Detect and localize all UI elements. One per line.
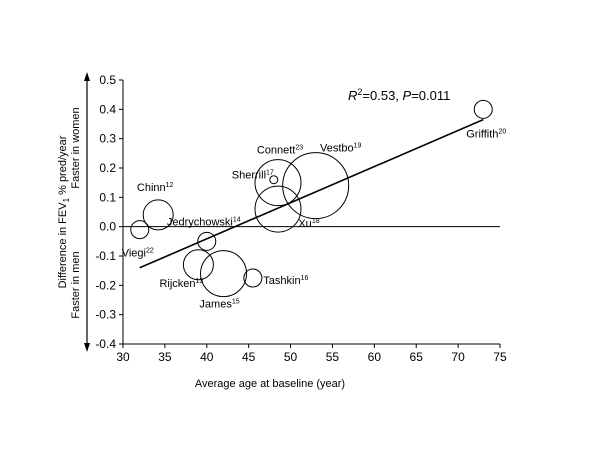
y-axis-title-top: Faster in women (70, 107, 82, 188)
label-griffith: Griffith20 (466, 128, 506, 140)
y-axis-title-bottom: Faster in men (70, 251, 82, 318)
x-tick-label: 35 (158, 350, 172, 364)
x-tick-label: 50 (284, 350, 298, 364)
bubble-tashkin (243, 268, 263, 288)
bubble-griffith (473, 99, 493, 119)
x-tick-label: 30 (116, 350, 130, 364)
x-tick-label: 60 (368, 350, 382, 364)
label-chinn: Chinn12 (137, 182, 174, 194)
y-axis-title-main: Difference in FEV1 % pred/year (57, 135, 71, 288)
y-tick-label: 0.5 (99, 73, 116, 87)
x-tick-label: 65 (410, 350, 424, 364)
bubble-viegi (130, 220, 150, 240)
bubble-connett (254, 159, 302, 207)
y-tick-label: -0.3 (95, 308, 116, 322)
y-tick-label: -0.4 (95, 337, 116, 351)
label-rijcken: Rijcken13 (159, 278, 203, 290)
bubble-sherrill (269, 175, 279, 185)
label-xu: Xu18 (298, 218, 319, 230)
label-connett: Connett23 (257, 145, 303, 157)
y-tick-label: 0.4 (99, 102, 116, 116)
y-tick-label: 0.2 (99, 161, 116, 175)
x-axis-title: Average age at baseline (year) (195, 378, 345, 390)
label-vestbo: Vestbo19 (320, 143, 362, 155)
x-tick-label: 75 (493, 350, 507, 364)
direction-arrow (84, 72, 90, 352)
axes: -0.4 -0.3 -0.2 -0.1 0.0 0.1 0.2 0.3 0.4 0.5 30 35 40… (95, 73, 507, 364)
label-tashkin: Tashkin16 (263, 275, 308, 287)
regression-line (139, 118, 484, 269)
bubble-rijcken (182, 249, 214, 281)
bubble-xu (254, 185, 302, 233)
x-tick-label: 70 (451, 350, 465, 364)
bubble-jedrychowski (197, 231, 217, 251)
label-layer: Viegi22 Chinn12 Jedrychowski14 Rijcken13 Jam… (122, 128, 507, 310)
x-tick-label: 40 (200, 350, 214, 364)
y-tick-label: -0.1 (95, 249, 116, 263)
y-tick-label: -0.2 (95, 278, 116, 292)
label-viegi: Viegi22 (122, 248, 154, 260)
x-tick-label: 55 (326, 350, 340, 364)
label-jedrychowski: Jedrychowski14 (167, 216, 241, 228)
svg-text:Difference in FEV1 % pred/year: Difference in FEV1 % pred/year (57, 135, 71, 288)
bubble-layer (130, 99, 493, 298)
bubble-chinn (142, 199, 174, 231)
bubble-vestbo (282, 152, 350, 220)
label-sherrill: Sherrill17 (232, 170, 274, 182)
regression-annotation: R2=0.53, P=0.011 (348, 87, 450, 103)
y-tick-label: 0.0 (99, 220, 116, 234)
label-james: James15 (199, 299, 239, 311)
bubble-james (200, 250, 248, 298)
x-tick-label: 45 (242, 350, 256, 364)
y-tick-label: 0.1 (99, 190, 116, 204)
y-tick-label: 0.3 (99, 132, 116, 146)
